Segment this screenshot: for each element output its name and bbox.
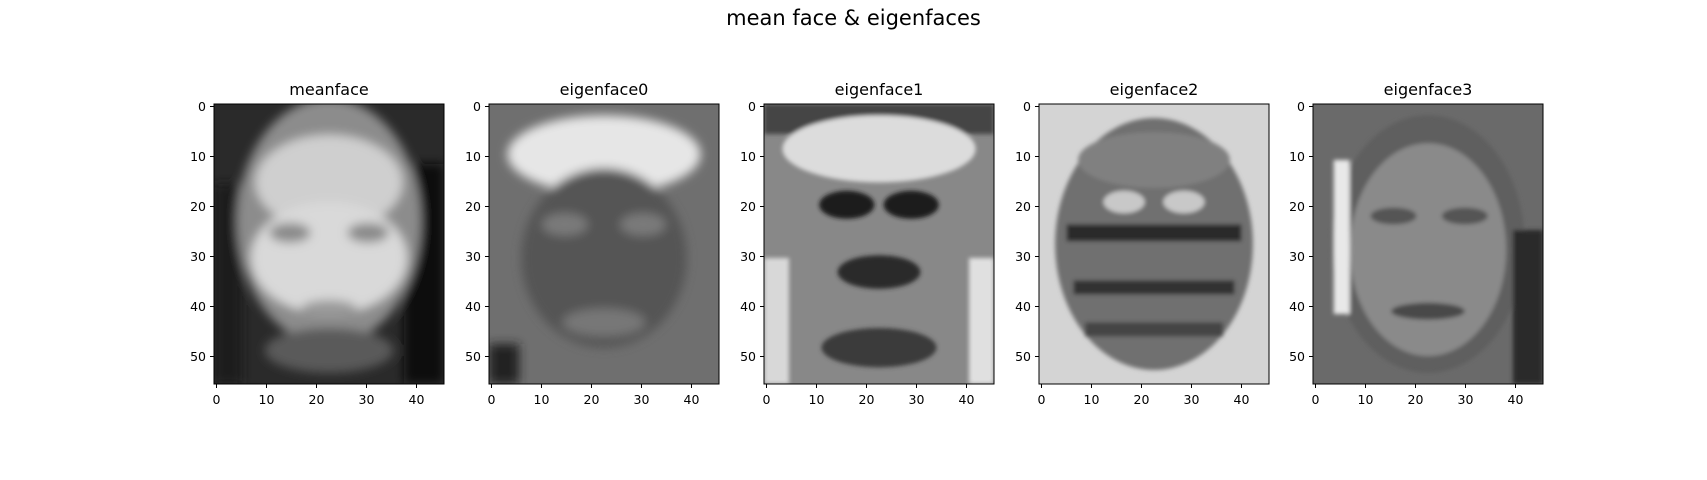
heatmap-image xyxy=(489,104,719,384)
x-tick-label: 20 xyxy=(584,392,600,407)
panel-title: meanface xyxy=(289,80,368,99)
x-tick-label: 10 xyxy=(534,392,550,407)
x-tick-label: 10 xyxy=(809,392,825,407)
heatmap-image xyxy=(1039,104,1269,384)
panel-title: eigenface2 xyxy=(1110,80,1199,99)
y-tick-label: 10 xyxy=(190,149,206,164)
y-tick-label: 50 xyxy=(465,349,481,364)
x-tick-label: 20 xyxy=(309,392,325,407)
axes-frame xyxy=(488,103,720,385)
x-tick-label: 20 xyxy=(1408,392,1424,407)
y-tick-label: 20 xyxy=(740,199,756,214)
y-tick-label: 0 xyxy=(1023,99,1031,114)
y-tick-label: 40 xyxy=(465,299,481,314)
y-tick-label: 40 xyxy=(1015,299,1031,314)
y-tick-label: 30 xyxy=(465,249,481,264)
x-tick-label: 0 xyxy=(1312,392,1320,407)
x-tick-label: 0 xyxy=(488,392,496,407)
y-tick-label: 50 xyxy=(1289,349,1305,364)
x-tick-label: 0 xyxy=(763,392,771,407)
y-tick-label: 20 xyxy=(1289,199,1305,214)
x-tick-label: 10 xyxy=(1358,392,1374,407)
y-tick-label: 10 xyxy=(1289,149,1305,164)
x-tick-label: 40 xyxy=(409,392,425,407)
heatmap-image xyxy=(1313,104,1543,384)
axes-frame xyxy=(1312,103,1544,385)
panel-meanface: meanface 0 10 20 30 40 0 10 20 30 40 50 xyxy=(190,80,445,407)
y-tick-label: 0 xyxy=(748,99,756,114)
y-tick-label: 20 xyxy=(465,199,481,214)
x-tick-label: 40 xyxy=(959,392,975,407)
x-tick-label: 40 xyxy=(1508,392,1524,407)
y-tick-label: 50 xyxy=(740,349,756,364)
x-tick-label: 0 xyxy=(1038,392,1046,407)
x-tick-label: 30 xyxy=(359,392,375,407)
y-tick-label: 20 xyxy=(190,199,206,214)
panel-eigenface1: eigenface1 0 10 20 30 40 0 10 20 30 40 50 xyxy=(740,80,995,407)
x-tick-label: 40 xyxy=(684,392,700,407)
y-tick-label: 10 xyxy=(1015,149,1031,164)
x-tick-label: 30 xyxy=(1184,392,1200,407)
panel-eigenface2: eigenface2 0 10 20 30 40 0 10 20 30 40 50 xyxy=(1015,80,1270,407)
y-tick-label: 0 xyxy=(1297,99,1305,114)
axes-frame xyxy=(213,103,445,385)
heatmap-image xyxy=(764,104,994,384)
panel-title: eigenface1 xyxy=(835,80,924,99)
y-tick-label: 30 xyxy=(1289,249,1305,264)
y-tick-label: 40 xyxy=(740,299,756,314)
panel-title: eigenface0 xyxy=(560,80,649,99)
y-tick-label: 10 xyxy=(740,149,756,164)
y-tick-label: 30 xyxy=(190,249,206,264)
figure-title: mean face & eigenfaces xyxy=(726,6,981,30)
y-tick-label: 30 xyxy=(1015,249,1031,264)
y-tick-label: 10 xyxy=(465,149,481,164)
x-tick-label: 0 xyxy=(213,392,221,407)
axes-frame xyxy=(763,103,995,385)
x-tick-label: 10 xyxy=(259,392,275,407)
y-tick-label: 50 xyxy=(1015,349,1031,364)
axes-frame xyxy=(1038,103,1270,385)
x-tick-label: 20 xyxy=(859,392,875,407)
panel-eigenface0: eigenface0 0 10 20 30 40 0 10 20 30 40 50 xyxy=(465,80,720,407)
y-tick-label: 0 xyxy=(198,99,206,114)
heatmap-image xyxy=(214,104,444,384)
y-tick-label: 50 xyxy=(190,349,206,364)
y-tick-label: 0 xyxy=(473,99,481,114)
y-tick-label: 20 xyxy=(1015,199,1031,214)
x-tick-label: 30 xyxy=(1458,392,1474,407)
x-tick-label: 30 xyxy=(634,392,650,407)
x-tick-label: 40 xyxy=(1234,392,1250,407)
x-tick-label: 10 xyxy=(1084,392,1100,407)
y-tick-label: 40 xyxy=(190,299,206,314)
panel-title: eigenface3 xyxy=(1384,80,1473,99)
x-tick-label: 30 xyxy=(909,392,925,407)
y-tick-label: 40 xyxy=(1289,299,1305,314)
y-tick-label: 30 xyxy=(740,249,756,264)
panel-eigenface3: eigenface3 0 10 20 30 40 0 10 20 30 40 50 xyxy=(1289,80,1544,407)
x-tick-label: 20 xyxy=(1134,392,1150,407)
